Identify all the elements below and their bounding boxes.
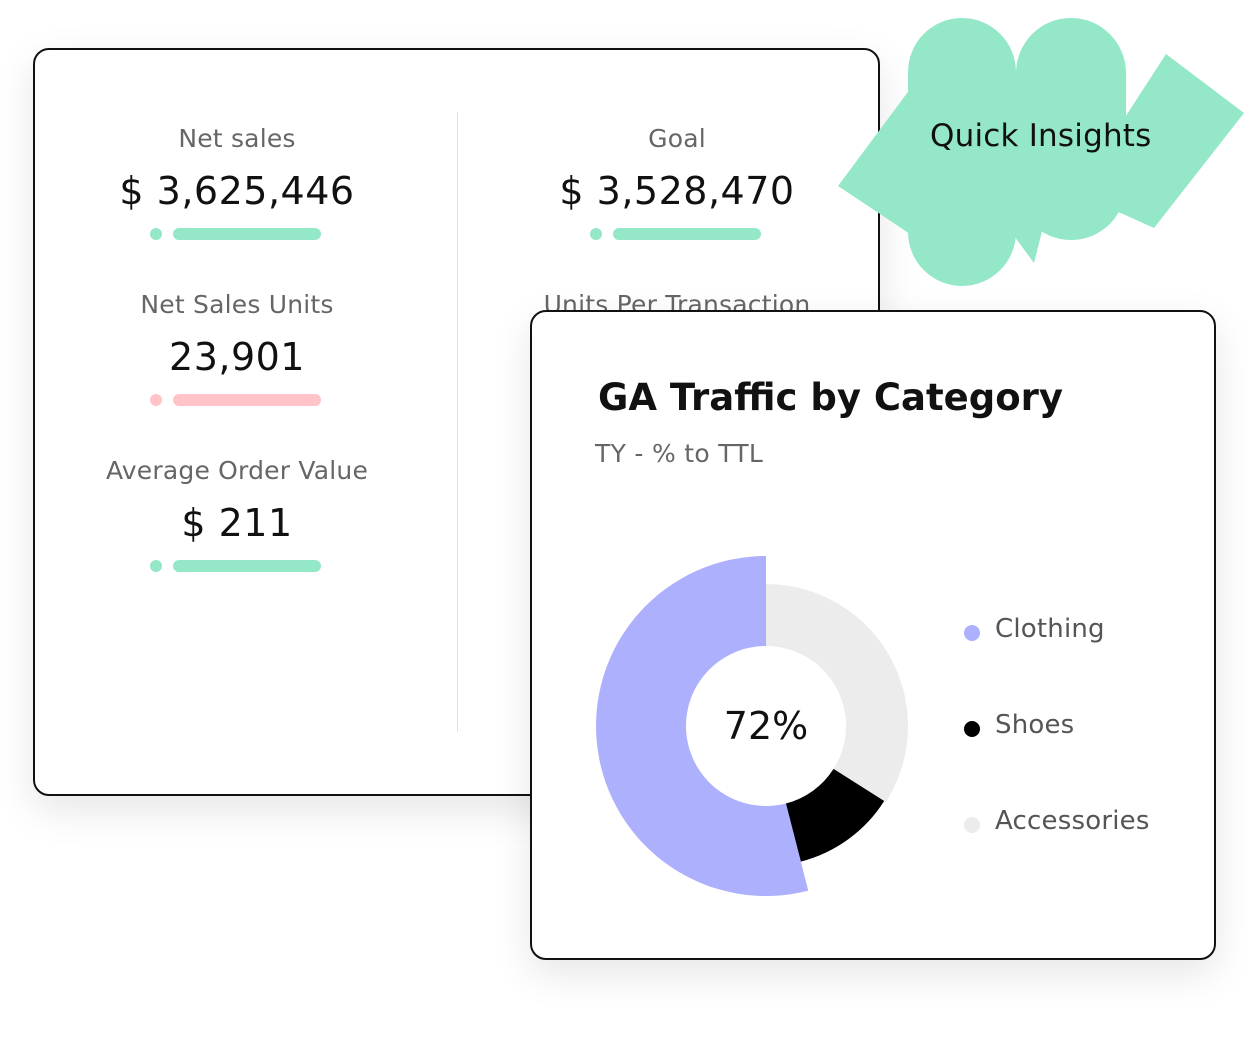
metric-value: $ 3,528,470 (559, 169, 795, 213)
legend-label: Shoes (995, 710, 1075, 740)
metric-label: Net Sales Units (140, 290, 334, 319)
status-track (173, 228, 321, 240)
metric-net-sales-units: Net Sales Units 23,901 (35, 288, 439, 406)
status-track (613, 228, 761, 240)
status-dot (150, 560, 162, 572)
metric-label: Average Order Value (105, 456, 369, 485)
column-divider (457, 112, 458, 732)
slice-shoes[interactable] (785, 768, 885, 862)
status-dot (590, 228, 602, 240)
chart-title: GA Traffic by Category (598, 376, 1064, 419)
metric-goal: Goal $ 3,528,470 (475, 122, 879, 240)
metric-status-bar (35, 228, 439, 240)
metric-label: Net sales (178, 124, 296, 153)
metric-value: $ 211 (181, 501, 293, 545)
legend-dot (964, 817, 980, 833)
slice-clothing[interactable] (596, 556, 809, 896)
chart-subtitle: TY - % to TTL (595, 439, 764, 468)
legend-label: Clothing (995, 614, 1105, 644)
status-dot (150, 228, 162, 240)
legend-label: Accessories (995, 806, 1150, 836)
legend-dot (964, 625, 980, 641)
metric-average-order-value: Average Order Value $ 211 (35, 454, 439, 572)
legend-dot (964, 721, 980, 737)
status-track (173, 394, 321, 406)
quick-insights-blob (838, 18, 1244, 286)
metric-status-bar (475, 228, 879, 240)
metric-value: $ 3,625,446 (119, 169, 355, 213)
metric-status-bar (35, 394, 439, 406)
donut-chart: 72% (596, 556, 908, 896)
metric-net-sales: Net sales $ 3,625,446 (35, 122, 439, 240)
metric-status-bar (35, 560, 439, 572)
metric-value: 23,901 (169, 335, 305, 379)
slice-accessories[interactable] (766, 584, 908, 803)
status-dot (150, 394, 162, 406)
metric-label: Goal (648, 124, 706, 153)
status-track (173, 560, 321, 572)
ga-traffic-card: GA Traffic by Category TY - % to TTL 72%… (530, 310, 1216, 960)
center-percent-label: 72% (724, 704, 808, 748)
quick-insights-title: Quick Insights (930, 118, 1152, 154)
